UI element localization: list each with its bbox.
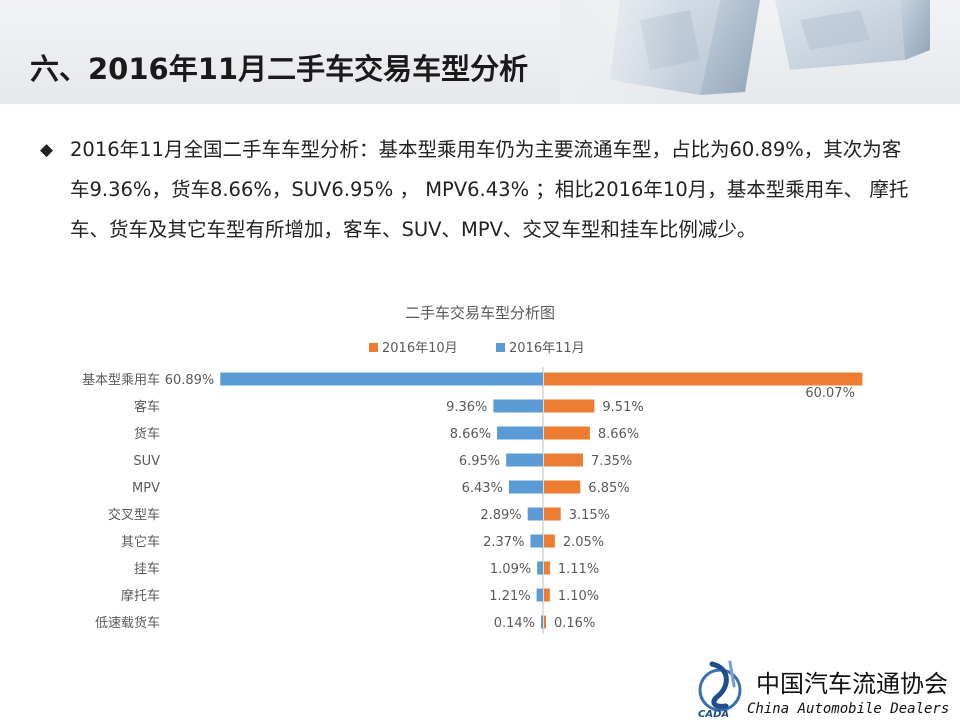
- data-label-oct: 3.15%: [569, 508, 610, 523]
- bar-oct: [544, 507, 561, 521]
- bar-oct: [544, 372, 863, 386]
- data-label-oct: 6.85%: [588, 481, 629, 496]
- data-label-nov: 1.21%: [489, 589, 530, 604]
- bar-nov: [527, 507, 543, 521]
- bar-nov: [541, 615, 543, 629]
- bar-oct: [544, 615, 546, 629]
- legend-swatch-oct: [369, 343, 378, 352]
- data-label-nov: 60.89%: [165, 373, 215, 388]
- bar-nov: [530, 534, 543, 548]
- category-label: 其它车: [121, 534, 160, 550]
- cada-logo: CADA 中国汽车流通协会 China Automobile Dealers: [690, 656, 960, 720]
- category-label: 客车: [134, 399, 160, 415]
- data-label-nov: 6.95%: [459, 454, 500, 469]
- category-label: 基本型乘用车: [82, 372, 160, 388]
- data-label-nov: 8.66%: [450, 427, 491, 442]
- plot-area: 基本型乘用车 60.89% 60.07% 客车 9.36% 9.51% 货车 8.66% 8.6…: [82, 367, 863, 634]
- data-label-nov: 9.36%: [446, 400, 487, 415]
- bar-nov: [537, 561, 543, 575]
- data-label-nov: 2.37%: [483, 535, 524, 550]
- bar-nov: [536, 588, 543, 602]
- category-label: 货车: [134, 426, 160, 442]
- header-decoration: [560, 0, 930, 104]
- data-label-oct: 7.35%: [591, 454, 632, 469]
- cada-emblem-icon: CADA 中国汽车流通协会 China Automobile Dealers: [698, 660, 949, 720]
- legend-label-oct: 2016年10月: [382, 341, 458, 356]
- bar-oct: [544, 453, 583, 467]
- bar-oct: [544, 426, 590, 440]
- legend-swatch-nov: [496, 343, 505, 352]
- data-label-nov: 0.14%: [494, 616, 535, 631]
- header-banner: 六、2016年11月二手车交易车型分析: [0, 0, 960, 104]
- category-label: 挂车: [134, 561, 160, 577]
- data-label-oct: 1.11%: [558, 562, 599, 577]
- category-label: MPV: [132, 481, 160, 496]
- data-label-oct: 60.07%: [805, 386, 855, 401]
- data-label-oct: 8.66%: [598, 427, 639, 442]
- category-label: 低速载货车: [95, 615, 160, 631]
- category-label: SUV: [133, 454, 160, 469]
- logo-emblem-text: CADA: [698, 709, 729, 720]
- data-label-oct: 9.51%: [602, 400, 643, 415]
- bar-nov: [220, 372, 543, 386]
- bar-nov: [506, 453, 543, 467]
- data-label-oct: 0.16%: [554, 616, 595, 631]
- data-label-nov: 1.09%: [490, 562, 531, 577]
- bar-oct: [544, 588, 550, 602]
- data-label-nov: 6.43%: [462, 481, 503, 496]
- data-label-oct: 2.05%: [563, 535, 604, 550]
- bar-oct: [544, 534, 555, 548]
- bar-oct: [544, 399, 595, 413]
- bar-nov: [493, 399, 543, 413]
- category-label: 交叉型车: [108, 507, 160, 523]
- summary-text: 2016年11月全国二手车车型分析：基本型乘用车仍为主要流通车型，占比为60.8…: [70, 138, 909, 241]
- bar-nov: [497, 426, 543, 440]
- bar-oct: [544, 561, 550, 575]
- bar-nov: [508, 480, 543, 494]
- data-label-oct: 1.10%: [558, 589, 599, 604]
- chart-background: [0, 286, 960, 656]
- summary-paragraph: ◆ 2016年11月全国二手车车型分析：基本型乘用车仍为主要流通车型，占比为60…: [40, 130, 910, 250]
- logo-name-cn: 中国汽车流通协会: [756, 670, 948, 698]
- chart-title: 二手车交易车型分析图: [405, 304, 555, 322]
- diamond-bullet-icon: ◆: [40, 140, 54, 160]
- data-label-nov: 2.89%: [480, 508, 521, 523]
- page-title: 六、2016年11月二手车交易车型分析: [30, 52, 529, 86]
- category-label: 摩托车: [121, 588, 160, 604]
- bar-oct: [544, 480, 581, 494]
- vehicle-type-chart: 二手车交易车型分析图 2016年10月 2016年11月 基本型乘用车 60.89…: [0, 286, 960, 656]
- logo-name-en: China Automobile Dealers: [747, 701, 949, 717]
- legend-label-nov: 2016年11月: [509, 341, 585, 356]
- chart-legend: 2016年10月 2016年11月: [369, 341, 585, 356]
